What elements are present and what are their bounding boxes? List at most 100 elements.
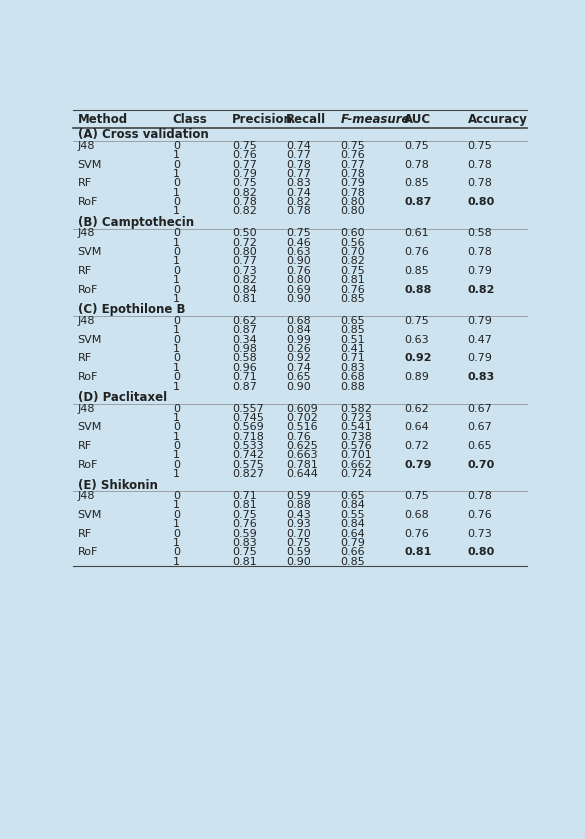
Text: 0: 0 — [173, 460, 180, 470]
Text: 1: 1 — [173, 294, 180, 304]
Text: 0.64: 0.64 — [404, 422, 429, 432]
Text: 0.56: 0.56 — [340, 237, 365, 248]
Text: 0.81: 0.81 — [232, 557, 257, 566]
Text: 0: 0 — [173, 373, 180, 383]
Bar — [73, 197, 526, 206]
Text: 0.68: 0.68 — [404, 510, 429, 520]
Bar — [73, 470, 526, 479]
Text: 0.63: 0.63 — [404, 335, 429, 345]
Text: 0.72: 0.72 — [232, 237, 257, 248]
Text: 0.62: 0.62 — [404, 404, 429, 414]
Text: 0.66: 0.66 — [340, 547, 365, 557]
Text: 0.82: 0.82 — [467, 284, 495, 294]
Bar — [73, 363, 526, 373]
Text: (E) Shikonin: (E) Shikonin — [78, 478, 157, 492]
Text: J48: J48 — [78, 491, 95, 501]
Text: 0.75: 0.75 — [467, 141, 493, 151]
Text: 0.89: 0.89 — [404, 373, 429, 383]
Text: 0: 0 — [173, 197, 180, 207]
Text: 0.85: 0.85 — [340, 326, 366, 336]
Text: 0.64: 0.64 — [340, 529, 366, 539]
Text: 0.90: 0.90 — [286, 382, 311, 392]
Text: 0.582: 0.582 — [340, 404, 373, 414]
Text: J48: J48 — [78, 228, 95, 238]
Text: 0: 0 — [173, 178, 180, 188]
Text: 0.75: 0.75 — [404, 316, 429, 326]
Text: 0.78: 0.78 — [404, 159, 429, 169]
Text: 0.79: 0.79 — [340, 178, 366, 188]
Text: 0.99: 0.99 — [286, 335, 311, 345]
Text: Accuracy: Accuracy — [467, 113, 528, 126]
Text: 0.827: 0.827 — [232, 469, 264, 479]
Text: 0.84: 0.84 — [340, 519, 366, 529]
Text: 0.569: 0.569 — [232, 422, 264, 432]
Text: 0.65: 0.65 — [467, 441, 492, 451]
Text: 0.80: 0.80 — [340, 206, 366, 216]
Text: 0.74: 0.74 — [286, 141, 311, 151]
Bar — [73, 344, 526, 354]
Text: 0: 0 — [173, 510, 180, 520]
Text: 0.84: 0.84 — [232, 284, 257, 294]
Text: 0.62: 0.62 — [232, 316, 257, 326]
Text: 0.71: 0.71 — [232, 373, 257, 383]
Text: 0.738: 0.738 — [340, 431, 373, 441]
Text: 0.87: 0.87 — [232, 382, 257, 392]
Text: 0.84: 0.84 — [340, 501, 366, 510]
Text: 0.78: 0.78 — [467, 491, 493, 501]
Text: 0.516: 0.516 — [286, 422, 318, 432]
Bar — [73, 529, 526, 539]
Text: 1: 1 — [173, 344, 180, 354]
Text: 0.80: 0.80 — [340, 197, 366, 207]
Text: 0.83: 0.83 — [286, 178, 311, 188]
Bar — [73, 150, 526, 160]
Text: 0.80: 0.80 — [286, 275, 311, 285]
Bar — [73, 335, 526, 344]
Text: 0.78: 0.78 — [286, 159, 311, 169]
Bar — [73, 391, 526, 404]
Text: 0.75: 0.75 — [286, 228, 311, 238]
Bar — [73, 479, 526, 492]
Text: 0.83: 0.83 — [340, 362, 366, 373]
Text: 0.88: 0.88 — [340, 382, 366, 392]
Bar — [73, 229, 526, 238]
Text: 0.75: 0.75 — [232, 510, 257, 520]
Bar — [73, 423, 526, 432]
Text: 0.81: 0.81 — [232, 501, 257, 510]
Text: 0.68: 0.68 — [286, 316, 311, 326]
Text: 0.26: 0.26 — [286, 344, 311, 354]
Text: RF: RF — [78, 266, 92, 276]
Text: 0.80: 0.80 — [467, 547, 495, 557]
Text: 0.77: 0.77 — [286, 150, 311, 160]
Text: 0.76: 0.76 — [286, 266, 311, 276]
Text: 0.71: 0.71 — [232, 491, 257, 501]
Text: 1: 1 — [173, 469, 180, 479]
Text: 0.75: 0.75 — [286, 538, 311, 548]
Text: 0.59: 0.59 — [232, 529, 257, 539]
Bar — [73, 169, 526, 179]
Text: 1: 1 — [173, 362, 180, 373]
Text: 0: 0 — [173, 529, 180, 539]
Text: (D) Paclitaxel: (D) Paclitaxel — [78, 391, 167, 404]
Text: 0.82: 0.82 — [232, 275, 257, 285]
Bar — [73, 179, 526, 188]
Text: AUC: AUC — [404, 113, 431, 126]
Text: 0.92: 0.92 — [286, 353, 311, 363]
Bar — [73, 501, 526, 510]
Text: 0.82: 0.82 — [232, 206, 257, 216]
Text: 0.43: 0.43 — [286, 510, 311, 520]
Text: 0.81: 0.81 — [404, 547, 432, 557]
Text: 0.75: 0.75 — [232, 547, 257, 557]
Bar — [73, 141, 526, 150]
Text: 0.88: 0.88 — [286, 501, 311, 510]
Text: 0.541: 0.541 — [340, 422, 373, 432]
Text: 0.79: 0.79 — [340, 538, 366, 548]
Text: SVM: SVM — [78, 335, 102, 345]
Text: 0.60: 0.60 — [340, 228, 365, 238]
Bar — [73, 266, 526, 275]
Text: F-measure: F-measure — [340, 113, 410, 126]
Bar — [73, 548, 526, 557]
Bar — [73, 304, 526, 316]
Text: 1: 1 — [173, 237, 180, 248]
Text: 0.78: 0.78 — [340, 188, 366, 198]
Text: 0.65: 0.65 — [286, 373, 311, 383]
